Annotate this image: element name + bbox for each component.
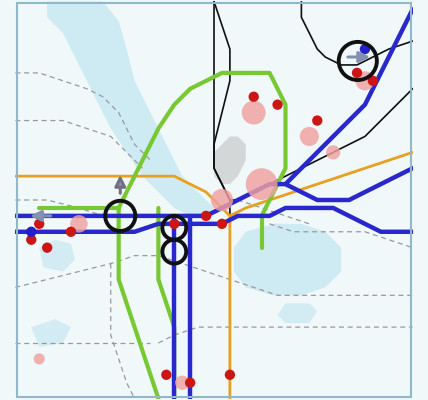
Circle shape [352, 68, 362, 78]
Polygon shape [47, 1, 214, 216]
Circle shape [26, 227, 36, 237]
Polygon shape [234, 224, 341, 295]
Polygon shape [31, 319, 71, 347]
Circle shape [161, 370, 172, 380]
Circle shape [272, 100, 283, 110]
Circle shape [34, 353, 45, 364]
Circle shape [175, 376, 189, 390]
Circle shape [300, 127, 319, 146]
Circle shape [185, 378, 195, 388]
Circle shape [169, 219, 179, 229]
Circle shape [360, 44, 370, 54]
Circle shape [355, 71, 374, 90]
Circle shape [26, 234, 36, 245]
Circle shape [201, 211, 211, 221]
Circle shape [246, 168, 277, 200]
Circle shape [368, 76, 378, 86]
Polygon shape [214, 136, 246, 184]
Circle shape [312, 115, 322, 126]
Polygon shape [277, 303, 317, 323]
Circle shape [249, 92, 259, 102]
Circle shape [225, 370, 235, 380]
Circle shape [70, 215, 88, 232]
Circle shape [66, 227, 76, 237]
Circle shape [211, 189, 233, 211]
Circle shape [34, 219, 45, 229]
Circle shape [242, 101, 266, 124]
Circle shape [326, 145, 340, 160]
Polygon shape [39, 240, 75, 272]
Circle shape [217, 219, 227, 229]
Circle shape [42, 242, 52, 253]
